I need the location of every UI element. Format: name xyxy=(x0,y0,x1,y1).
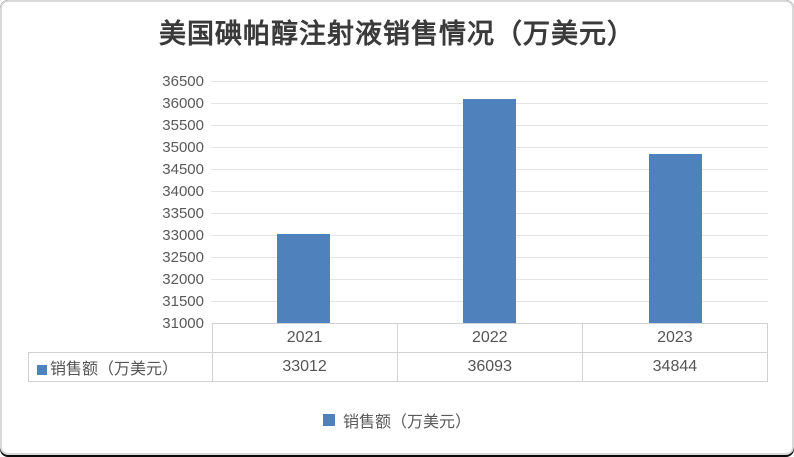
chart-title: 美国碘帕醇注射液销售情况（万美元） xyxy=(159,19,635,50)
y-tick-label: 32000 xyxy=(162,271,204,288)
value-cell: 36093 xyxy=(396,352,583,382)
year-cell: 2023 xyxy=(581,323,769,353)
value-cell: 33012 xyxy=(211,352,398,382)
y-tick-label: 35500 xyxy=(162,117,204,134)
value-cell: 34844 xyxy=(581,352,769,382)
data-table: 2021 2022 2023 销售额（万美元） 33012 36093 34844 xyxy=(28,323,769,382)
year-cell: 2022 xyxy=(396,323,583,353)
y-tick-label: 34000 xyxy=(162,183,204,200)
y-tick-label: 35000 xyxy=(162,139,204,156)
y-tick-label: 33500 xyxy=(162,205,204,222)
y-tick-label: 36500 xyxy=(162,73,204,90)
series-row-header: 销售额（万美元） xyxy=(28,352,213,382)
bar-2023 xyxy=(648,153,702,323)
y-axis: 36500 36000 35500 35000 34500 34000 33500 33000… xyxy=(140,73,204,332)
gridline xyxy=(211,81,768,82)
y-tick-label: 31500 xyxy=(162,293,204,310)
y-tick-label: 33000 xyxy=(162,227,204,244)
y-tick-label: 34500 xyxy=(162,161,204,178)
bar-2021 xyxy=(277,234,331,323)
y-tick-label: 31000 xyxy=(162,315,204,332)
legend-label: 销售额（万美元） xyxy=(342,414,471,431)
legend-key-icon xyxy=(322,414,335,426)
table-corner-cell xyxy=(29,324,213,353)
plot-area xyxy=(211,81,768,323)
legend: 销售额（万美元） xyxy=(2,408,792,432)
table-legend-key-icon xyxy=(37,365,47,375)
y-tick-label: 32500 xyxy=(162,249,204,266)
y-tick-label: 36000 xyxy=(162,95,204,112)
year-cell: 2021 xyxy=(211,323,398,353)
bar-2022 xyxy=(463,98,516,323)
